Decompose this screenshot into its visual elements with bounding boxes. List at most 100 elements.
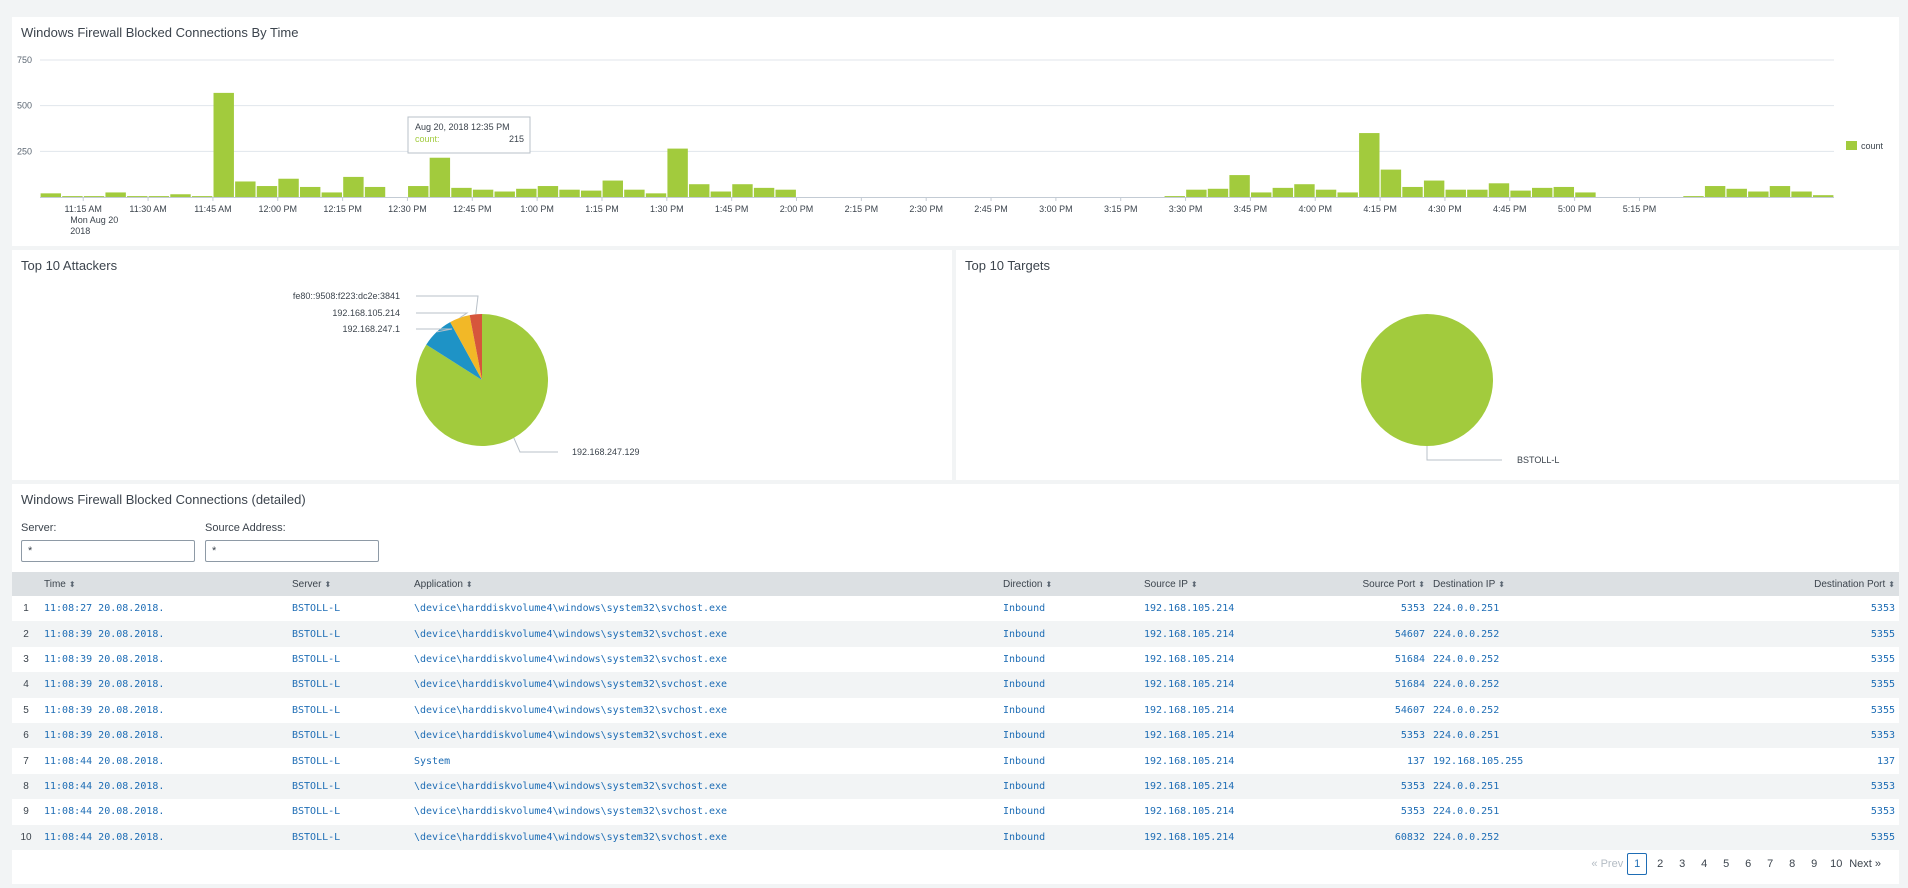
application-cell[interactable]: \device\harddiskvolume4\windows\system32… [410,773,999,800]
destination-ip-cell[interactable]: 192.168.105.255 [1433,755,1524,767]
col-header-server[interactable]: Server ⬍ [288,572,410,596]
page-2-button[interactable]: 2 [1657,858,1664,870]
time-cell[interactable]: 11:08:39 20.08.2018. [40,722,288,749]
bar[interactable] [1186,189,1207,197]
bar[interactable] [105,192,126,197]
pie-slice[interactable] [450,315,482,380]
col-header-direction[interactable]: Direction ⬍ [999,572,1140,596]
time-cell[interactable]: 11:08:39 20.08.2018. [40,621,288,647]
bar[interactable] [1402,186,1423,197]
source-port-cell[interactable]: 54607 [1394,704,1425,716]
destination-ip-cell[interactable]: 224.0.0.251 [1429,773,1678,800]
bar[interactable] [1812,195,1834,197]
source-ip-cell[interactable]: 192.168.105.214 [1144,603,1235,615]
source-port-cell[interactable]: 5353 [1400,603,1425,615]
bar[interactable] [191,196,213,197]
destination-port-cell[interactable]: 5355 [1678,824,1899,850]
server-cell[interactable]: BSTOLL-L [292,755,341,767]
bar[interactable] [1531,187,1553,197]
bar[interactable] [170,194,191,197]
source-port-cell[interactable]: 60832 [1300,824,1429,850]
bar[interactable] [321,192,343,197]
destination-port-cell[interactable]: 5353 [1678,773,1899,800]
col-header-source-ip[interactable]: Source IP ⬍ [1140,572,1300,596]
time-cell[interactable]: 11:08:39 20.08.2018. [44,704,165,716]
bar[interactable] [1488,183,1510,197]
server-cell[interactable]: BSTOLL-L [288,824,410,850]
bar[interactable] [1575,192,1596,197]
bar[interactable] [472,189,494,197]
pie-slice[interactable] [469,314,482,380]
direction-cell[interactable]: Inbound [999,773,1140,800]
server-cell[interactable]: BSTOLL-L [292,603,341,615]
destination-port-cell[interactable]: 5353 [1870,806,1895,818]
source-ip-cell[interactable]: 192.168.105.214 [1144,653,1235,665]
bar[interactable] [451,187,472,197]
time-cell[interactable]: 11:08:44 20.08.2018. [44,806,165,818]
application-cell[interactable]: \device\harddiskvolume4\windows\system32… [414,704,728,716]
page-9-button[interactable]: 9 [1811,858,1818,870]
server-cell[interactable]: BSTOLL-L [288,621,410,647]
source-ip-cell[interactable]: 192.168.105.214 [1144,704,1235,716]
bar[interactable] [1272,187,1294,197]
bar[interactable] [343,176,364,197]
application-cell[interactable]: System [414,755,451,767]
application-cell[interactable]: \device\harddiskvolume4\windows\system32… [414,653,728,665]
bar[interactable] [710,191,732,197]
page-4-button[interactable]: 4 [1701,858,1708,870]
bar[interactable] [278,178,299,197]
bar[interactable] [1726,188,1747,197]
source-port-cell[interactable]: 51684 [1394,653,1425,665]
col-header-time[interactable]: Time ⬍ [40,572,288,596]
bar[interactable] [1553,186,1575,197]
bar[interactable] [40,193,62,197]
source-port-cell[interactable]: 5353 [1300,722,1429,749]
destination-port-cell[interactable]: 5355 [1678,672,1899,698]
bar[interactable] [1359,133,1380,197]
bar[interactable] [127,196,148,197]
destination-ip-cell[interactable]: 224.0.0.251 [1433,806,1500,818]
time-cell[interactable]: 11:08:39 20.08.2018. [44,653,165,665]
bar[interactable] [1315,189,1337,197]
bar[interactable] [624,189,645,197]
direction-cell[interactable]: Inbound [1003,653,1046,665]
bar[interactable] [753,187,775,197]
application-cell[interactable]: \device\harddiskvolume4\windows\system32… [410,722,999,749]
source-ip-cell[interactable]: 192.168.105.214 [1144,806,1235,818]
page-10-button[interactable]: 10 [1830,858,1843,870]
destination-ip-cell[interactable]: 224.0.0.252 [1429,672,1678,698]
bar[interactable] [213,92,234,197]
bar[interactable] [1704,186,1726,197]
col-header-application[interactable]: Application ⬍ [410,572,999,596]
destination-port-cell[interactable]: 5355 [1870,704,1895,716]
bar[interactable] [1423,180,1445,197]
server-filter-input[interactable] [21,540,195,562]
bar[interactable] [62,196,83,197]
application-cell[interactable]: \device\harddiskvolume4\windows\system32… [410,672,999,698]
destination-port-cell[interactable]: 5355 [1678,621,1899,647]
bar[interactable] [1229,175,1250,197]
bar[interactable] [148,196,170,197]
destination-ip-cell[interactable]: 224.0.0.252 [1433,704,1500,716]
page-3-button[interactable]: 3 [1679,858,1686,870]
bar[interactable] [1769,186,1791,197]
source-ip-cell[interactable]: 192.168.105.214 [1140,672,1300,698]
bar[interactable] [537,186,559,197]
bar[interactable] [1510,190,1531,197]
destination-ip-cell[interactable]: 224.0.0.252 [1429,621,1678,647]
direction-cell[interactable]: Inbound [1003,806,1046,818]
source-port-cell[interactable]: 137 [1406,755,1425,767]
bar[interactable] [1294,184,1315,197]
server-cell[interactable]: BSTOLL-L [288,773,410,800]
direction-cell[interactable]: Inbound [999,722,1140,749]
time-cell[interactable]: 11:08:27 20.08.2018. [44,603,165,615]
page-7-button[interactable]: 7 [1767,858,1774,870]
bar[interactable] [256,186,278,197]
bar[interactable] [235,181,256,197]
direction-cell[interactable]: Inbound [1003,603,1046,615]
bar[interactable] [602,180,623,197]
source-port-cell[interactable]: 54607 [1300,621,1429,647]
direction-cell[interactable]: Inbound [999,824,1140,850]
bar[interactable] [83,196,105,197]
bar[interactable] [1748,191,1769,197]
